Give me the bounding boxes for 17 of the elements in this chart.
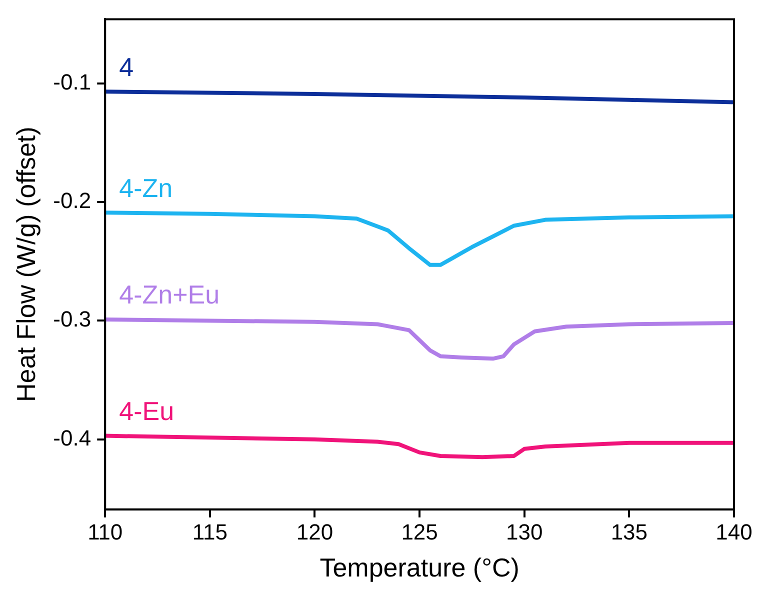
y-tick-label: -0.1 (53, 69, 92, 94)
x-tick-label: 125 (401, 520, 438, 545)
series-label: 4-Zn+Eu (119, 280, 220, 310)
y-tick-label: -0.2 (53, 188, 92, 214)
x-tick-label: 115 (192, 520, 228, 545)
x-axis-title: Temperature (°C) (320, 552, 520, 583)
series-label: 4 (119, 52, 134, 82)
series-label: 4-Eu (119, 396, 174, 426)
y-tick-label: -0.4 (53, 425, 92, 450)
x-tick-label: 120 (296, 520, 334, 545)
x-tick-label: 135 (610, 520, 648, 545)
y-tick-label: -0.3 (53, 306, 92, 332)
x-tick-label: 130 (506, 520, 543, 545)
series-label: 4-Zn (119, 172, 173, 203)
x-tick-label: 110 (88, 520, 123, 545)
x-tick-label: 140 (716, 520, 752, 545)
y-axis-title: Heat Flow (W/g) (offset) (10, 126, 41, 402)
